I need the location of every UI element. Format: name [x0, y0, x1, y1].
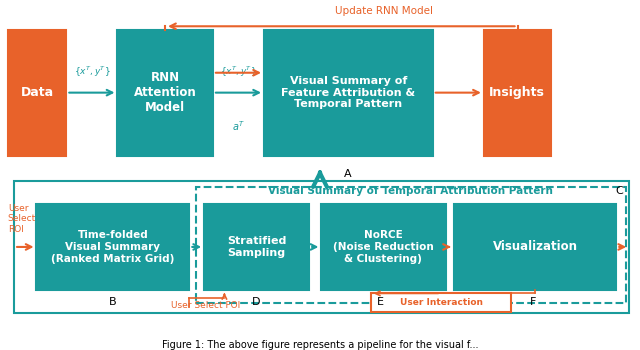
Text: $\{x^T, y^T\}$: $\{x^T, y^T\}$: [220, 65, 257, 79]
Text: Visualization: Visualization: [493, 240, 577, 253]
Text: RNN
Attention
Model: RNN Attention Model: [134, 71, 196, 114]
Text: Visual Summary of
Feature Attribution &
Temporal Pattern: Visual Summary of Feature Attribution & …: [282, 76, 415, 109]
FancyBboxPatch shape: [321, 204, 445, 290]
Text: Stratified
Sampling: Stratified Sampling: [227, 236, 286, 258]
Text: E: E: [377, 297, 384, 307]
FancyBboxPatch shape: [204, 204, 309, 290]
FancyBboxPatch shape: [117, 30, 213, 156]
FancyBboxPatch shape: [14, 181, 629, 313]
Text: User
Select
ROI: User Select ROI: [8, 204, 36, 234]
FancyBboxPatch shape: [36, 204, 189, 290]
Text: User Select FOI: User Select FOI: [171, 301, 240, 310]
Text: Visual Summary of Temporal Attribution Pattern: Visual Summary of Temporal Attribution P…: [268, 186, 553, 196]
Text: NoRCE
(Noise Reduction
& Clustering): NoRCE (Noise Reduction & Clustering): [333, 230, 434, 264]
FancyBboxPatch shape: [196, 187, 626, 303]
Text: D: D: [252, 297, 260, 307]
FancyBboxPatch shape: [484, 30, 550, 156]
FancyBboxPatch shape: [371, 293, 511, 312]
Text: B: B: [109, 297, 116, 307]
FancyBboxPatch shape: [8, 30, 67, 156]
Text: User Interaction: User Interaction: [399, 298, 483, 307]
Text: $a^T$: $a^T$: [232, 119, 245, 133]
Text: C: C: [615, 186, 623, 196]
Text: F: F: [531, 297, 537, 307]
Text: Figure 1: The above figure represents a pipeline for the visual f...: Figure 1: The above figure represents a …: [162, 340, 478, 350]
FancyBboxPatch shape: [264, 30, 433, 156]
Text: Time-folded
Visual Summary
(Ranked Matrix Grid): Time-folded Visual Summary (Ranked Matri…: [51, 230, 175, 264]
Text: $\{x^T, y^T\}$: $\{x^T, y^T\}$: [74, 65, 110, 79]
FancyBboxPatch shape: [454, 204, 616, 290]
Text: Update RNN Model: Update RNN Model: [335, 6, 433, 16]
Text: Insights: Insights: [490, 86, 545, 99]
Text: Data: Data: [20, 86, 54, 99]
Text: A: A: [344, 169, 352, 179]
